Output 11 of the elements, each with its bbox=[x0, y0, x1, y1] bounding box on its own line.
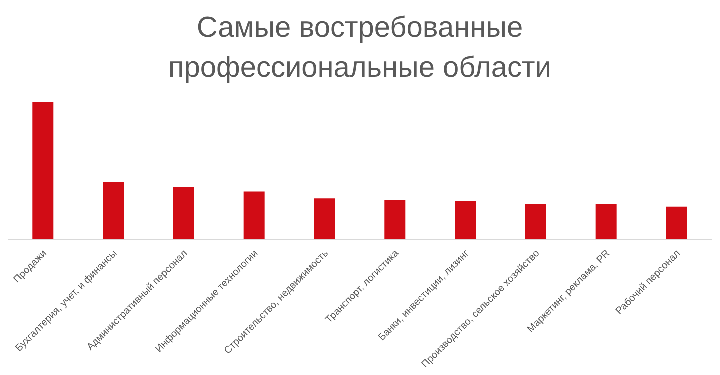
bar bbox=[525, 204, 546, 240]
bar bbox=[384, 200, 406, 240]
chart-title: Самые востребованные профессиональные области bbox=[168, 11, 552, 86]
bar bbox=[32, 102, 54, 240]
bar bbox=[666, 206, 688, 240]
bar bbox=[244, 192, 265, 240]
bar bbox=[455, 201, 476, 240]
bar bbox=[596, 204, 617, 240]
bar bbox=[173, 188, 194, 240]
bar bbox=[103, 182, 124, 240]
bar bbox=[314, 198, 336, 240]
